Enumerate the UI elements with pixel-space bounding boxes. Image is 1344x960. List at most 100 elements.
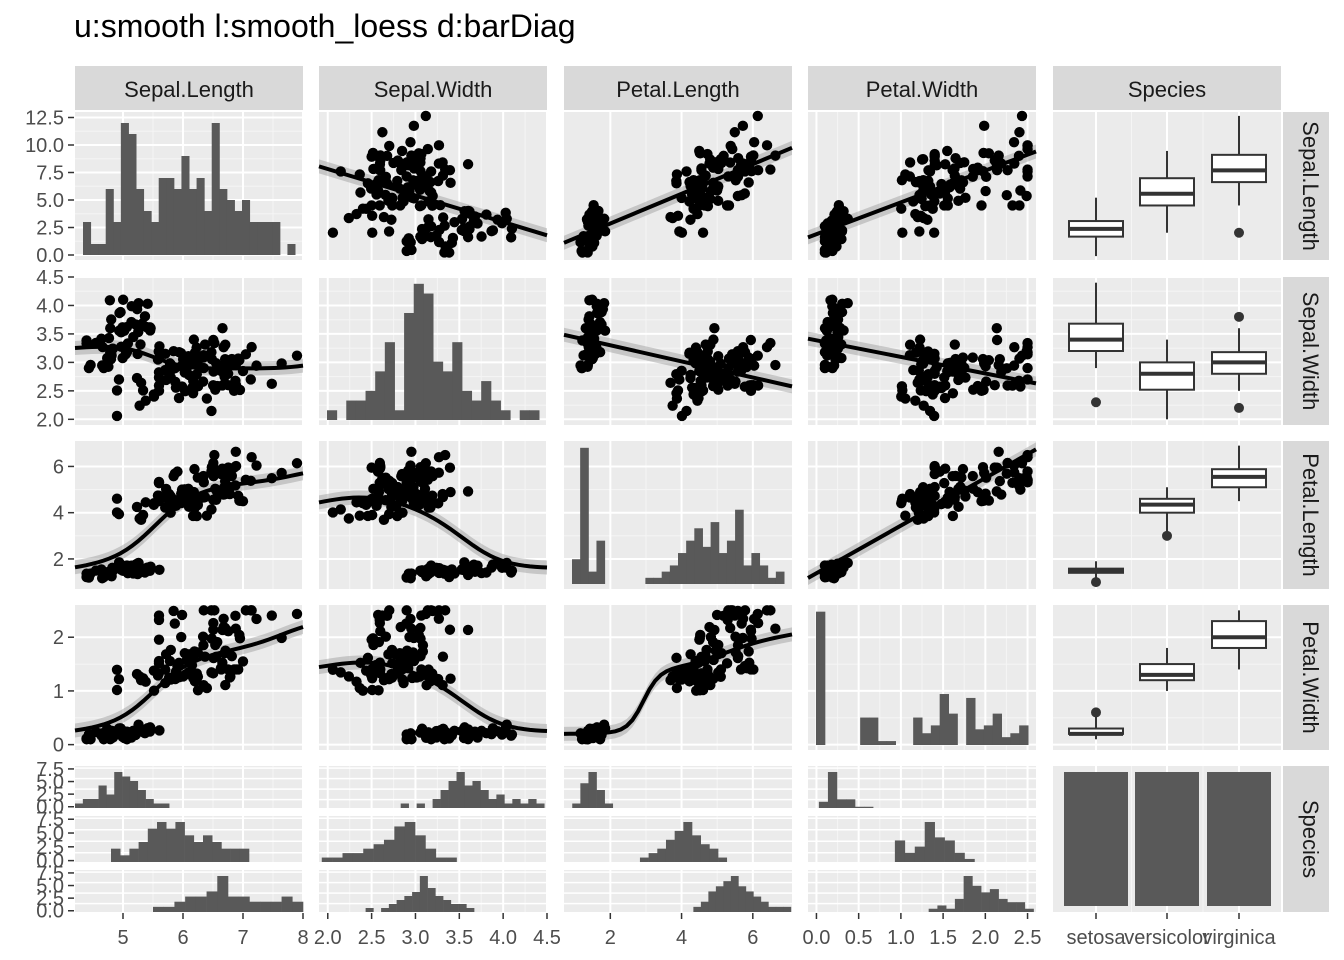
x-tick-label: 3.0 [402,927,430,949]
data-point [976,200,987,211]
smooth-line [807,336,1037,386]
data-point [111,385,123,396]
data-point [372,609,384,621]
species-count-bar [1207,772,1271,906]
data-point [444,462,456,473]
data-point [104,295,116,306]
x-tick-label: 2.0 [971,927,999,949]
data-point [134,400,145,411]
y-tick-label: 5.0 [36,190,64,212]
data-point [425,502,436,513]
histogram-bar [219,189,228,255]
box-outlier [1091,707,1101,718]
data-point [737,341,749,353]
data-point [743,177,754,188]
data-point [230,610,241,622]
data-point [597,303,609,315]
histogram-bar [464,785,473,808]
data-point [226,650,238,662]
data-point [1009,341,1020,353]
data-point [994,353,1006,365]
histogram-bar [352,853,364,862]
smooth-line [563,332,793,389]
data-point [934,188,946,199]
data-point [730,631,741,642]
histogram-bar [964,858,975,862]
data-point [748,380,759,391]
data-point [168,346,179,357]
data-point [723,353,735,364]
data-point [417,470,429,482]
data-point [373,685,384,696]
histogram-bar [914,846,926,862]
data-point [924,405,936,417]
x-tick-label: 2.5 [1014,927,1042,949]
data-point [1022,164,1033,175]
histogram-bar [718,553,728,584]
data-point [189,646,200,657]
y-tick-label: 0.0 [36,851,64,873]
histogram-bar [1001,737,1011,745]
smooth-line [318,164,548,238]
data-point [153,655,165,667]
data-point [386,501,397,513]
box-body [1139,663,1195,682]
histogram-bar [686,540,695,584]
y-tick-label: 2.5 [36,784,64,806]
data-point [745,334,757,346]
histogram-bar [588,571,597,584]
strip-right [1283,605,1329,750]
data-point [144,726,156,737]
histogram-bar [751,553,761,584]
histogram-bar [855,806,865,808]
box-outlier [1091,397,1101,408]
data-point [671,175,682,187]
y-tick-label: 2.0 [36,409,64,431]
data-point [671,668,682,679]
data-point [362,652,374,664]
histogram-bar [122,776,131,808]
histogram-bar [922,733,932,745]
box-body [1068,322,1124,352]
data-point [718,375,729,386]
data-point [993,446,1004,457]
histogram-bar [212,842,222,862]
smooth-line [563,145,793,245]
data-point [695,629,706,641]
data-point [374,200,385,211]
data-point [197,376,209,387]
data-point [947,388,959,399]
data-point [1022,349,1033,360]
data-point [142,298,153,310]
box-body [1211,620,1267,649]
data-point [103,332,115,344]
data-point [752,350,763,361]
data-point [910,395,921,406]
data-point [208,617,219,629]
histogram-bar [400,803,409,808]
histogram-bar [708,891,717,912]
data-point [476,725,487,737]
histogram-bar [260,901,272,912]
histogram-bar [375,371,386,420]
facet-gap [808,862,1036,870]
histogram-bar [775,571,785,584]
data-point [821,231,832,243]
histogram-bar [419,876,428,912]
data-point [224,672,236,683]
histogram-bar [904,852,916,862]
histogram-bar [450,904,459,912]
data-point [291,350,303,361]
histogram-bar [443,900,452,912]
facet-gap [75,808,303,816]
data-point [85,359,96,371]
data-point [172,381,183,392]
data-point [394,648,405,659]
data-point [492,726,503,737]
data-point [406,446,417,457]
data-point [218,613,229,624]
data-point [967,352,978,363]
histogram-bar [381,908,390,912]
data-point [111,507,123,518]
data-point [991,486,1002,497]
